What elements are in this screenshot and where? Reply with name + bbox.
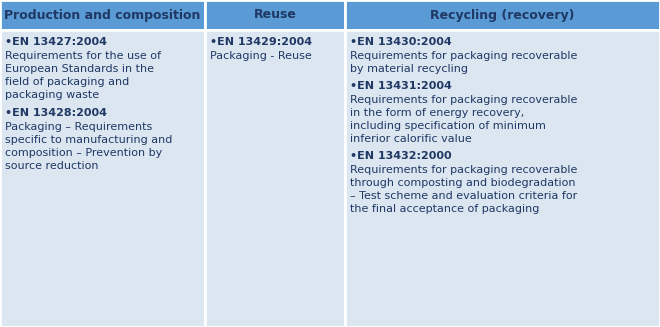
Bar [205, 0, 345, 30]
Text: including specification of minimum: including specification of minimum [350, 121, 546, 131]
Text: field of packaging and: field of packaging and [5, 77, 129, 87]
Text: in the form of energy recovery,: in the form of energy recovery, [350, 108, 524, 118]
Text: source reduction: source reduction [5, 161, 98, 171]
Text: European Standards in the: European Standards in the [5, 64, 154, 74]
Text: Requirements for the use of: Requirements for the use of [5, 51, 161, 61]
Text: Requirements for packaging recoverable: Requirements for packaging recoverable [350, 165, 578, 175]
Text: •EN 13429:2004: •EN 13429:2004 [210, 37, 312, 47]
Text: by material recycling: by material recycling [350, 64, 468, 74]
Text: Packaging – Requirements: Packaging – Requirements [5, 122, 152, 132]
Text: Requirements for packaging recoverable: Requirements for packaging recoverable [350, 95, 578, 105]
Bar [345, 0, 660, 30]
Text: •EN 13432:2000: •EN 13432:2000 [350, 151, 451, 161]
Text: composition – Prevention by: composition – Prevention by [5, 148, 162, 158]
Bar [0, 30, 205, 327]
Text: •EN 13431:2004: •EN 13431:2004 [350, 81, 452, 91]
Bar [0, 0, 205, 30]
Text: Recycling (recovery): Recycling (recovery) [430, 9, 575, 22]
Text: Packaging - Reuse: Packaging - Reuse [210, 51, 312, 61]
Bar [205, 30, 345, 327]
Text: Production and composition: Production and composition [5, 9, 201, 22]
Text: Reuse: Reuse [253, 9, 296, 22]
Text: through composting and biodegradation: through composting and biodegradation [350, 178, 576, 188]
Text: packaging waste: packaging waste [5, 90, 99, 100]
Text: specific to manufacturing and: specific to manufacturing and [5, 135, 172, 145]
Text: – Test scheme and evaluation criteria for: – Test scheme and evaluation criteria fo… [350, 191, 578, 201]
Text: the final acceptance of packaging: the final acceptance of packaging [350, 204, 539, 214]
Text: •EN 13427:2004: •EN 13427:2004 [5, 37, 107, 47]
Bar [345, 30, 660, 327]
Text: Requirements for packaging recoverable: Requirements for packaging recoverable [350, 51, 578, 61]
Text: inferior calorific value: inferior calorific value [350, 134, 472, 144]
Text: •EN 13428:2004: •EN 13428:2004 [5, 108, 107, 118]
Text: •EN 13430:2004: •EN 13430:2004 [350, 37, 451, 47]
